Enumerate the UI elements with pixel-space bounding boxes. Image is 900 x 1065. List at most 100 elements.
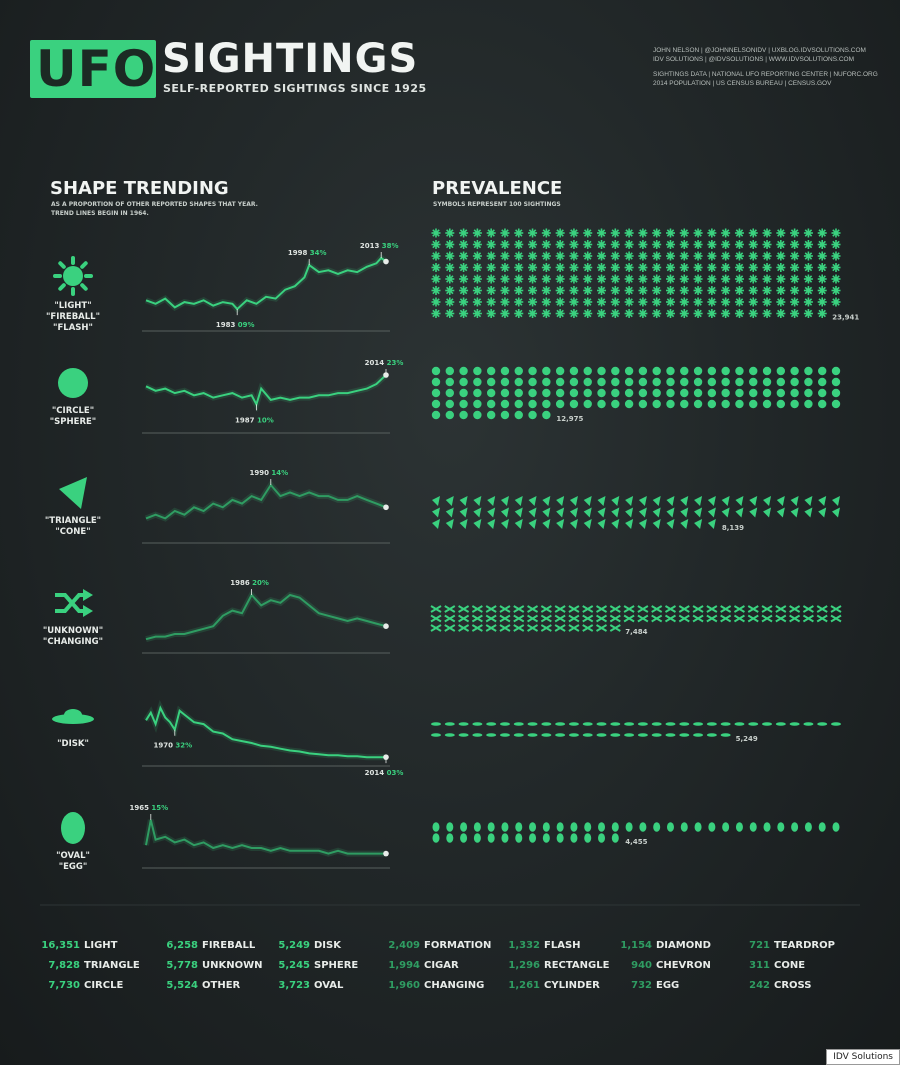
prevalence-symbol — [776, 240, 786, 249]
shape-label: "DISK" — [57, 739, 89, 749]
prevalence-symbol — [721, 507, 730, 518]
prevalence-symbol — [583, 519, 592, 529]
shape-total-label: CYLINDER — [544, 980, 600, 991]
prevalence-symbol — [473, 410, 482, 420]
prevalence-symbol — [611, 496, 620, 506]
prevalence-symbol — [500, 507, 509, 518]
prevalence-symbol — [624, 228, 634, 238]
prevalence-symbol — [831, 388, 841, 398]
prevalence-symbol — [528, 377, 537, 387]
prevalence-symbol — [707, 519, 716, 529]
prevalence-symbol — [679, 228, 689, 238]
prevalence-symbol — [610, 240, 620, 249]
prevalence-symbol — [721, 366, 730, 376]
shape-total-label: CIRCLE — [84, 980, 124, 991]
prevalence-symbol — [804, 399, 813, 409]
prevalence-symbol — [472, 722, 483, 726]
prevalence-symbol — [500, 228, 510, 238]
prevalence-symbols-3 — [430, 605, 842, 632]
prevalence-symbol — [555, 399, 565, 409]
prevalence-symbol — [638, 496, 647, 506]
prevalence-symbol — [569, 286, 579, 295]
prevalence-symbol — [542, 388, 551, 398]
prevalence-symbol — [499, 605, 511, 613]
prevalence-symbol — [706, 722, 717, 726]
prevalence-symbol — [763, 507, 772, 518]
shape-total-label: DIAMOND — [656, 940, 711, 951]
prevalence-symbol — [652, 297, 662, 307]
prevalence-symbol — [720, 722, 731, 726]
prevalence-symbol — [623, 605, 635, 613]
prevalence-symbol — [804, 366, 813, 376]
prevalence-symbol — [680, 399, 689, 409]
shape-total-label: TRIANGLE — [84, 960, 140, 971]
prevalence-symbol — [707, 366, 717, 376]
prevalence-symbol — [598, 822, 606, 832]
prevalence-symbol — [707, 309, 717, 318]
shape-total-cigar: 1,994 CIGAR — [380, 960, 458, 971]
shape-total-oval: 3,723 OVAL — [270, 980, 343, 991]
prevalence-symbol — [431, 228, 441, 238]
prevalence-symbol — [611, 833, 619, 843]
prevalence-symbol — [693, 297, 703, 307]
trend-line — [145, 593, 387, 641]
prevalence-symbol — [569, 366, 579, 376]
prevalence-symbol — [431, 263, 441, 272]
shape-total-label: OTHER — [202, 980, 241, 991]
prevalence-symbol — [486, 309, 496, 318]
shape-total-label: LIGHT — [84, 940, 118, 951]
prevalence-symbol — [762, 228, 772, 238]
prevalence-symbol — [680, 507, 689, 518]
prevalence-count: 23,941 — [832, 314, 859, 322]
prevalence-symbol — [652, 251, 662, 261]
shape-total-disk: 5,249 DISK — [270, 940, 341, 951]
prevalence-symbol — [610, 286, 620, 295]
prevalence-symbol — [707, 251, 717, 261]
prevalence-symbol — [513, 624, 525, 632]
shape-total-count: 7,828 — [48, 960, 80, 971]
prevalence-symbol — [528, 410, 537, 420]
prevalence-symbol — [472, 733, 483, 737]
prevalence-symbol — [459, 309, 469, 318]
prevalence-symbol — [776, 377, 786, 387]
prevalence-symbol — [459, 366, 468, 376]
prevalence-symbol — [761, 605, 773, 613]
shape-label: "OVAL" — [56, 851, 90, 861]
shape-row-1: "CIRCLE""SPHERE" 1987 10% 2014 23% 12,975 — [50, 359, 841, 434]
prevalence-symbol — [693, 377, 703, 387]
prevalence-symbol — [776, 251, 786, 261]
prevalence-symbol — [818, 496, 827, 506]
prevalence-symbol — [831, 399, 841, 409]
prevalence-symbol — [624, 377, 634, 387]
prevalence-symbol — [542, 507, 551, 518]
prevalence-symbol — [638, 366, 648, 376]
annotation-label: 2013 38% — [360, 242, 399, 250]
prevalence-symbol — [735, 366, 744, 376]
shape-total-fireball: 6,258 FIREBALL — [158, 940, 255, 951]
shape-total-label: CHANGING — [424, 980, 485, 991]
prevalence-symbol — [583, 309, 593, 318]
prevalence-symbol — [514, 274, 524, 284]
prevalence-symbol — [624, 388, 634, 398]
annotation-label: 1986 20% — [230, 579, 269, 587]
prevalence-symbol — [666, 366, 675, 376]
prevalence-symbol — [762, 377, 772, 387]
prevalence-symbol — [776, 507, 785, 518]
shape-total-cylinder: 1,261 CYLINDER — [500, 980, 600, 991]
prevalence-symbol — [652, 240, 662, 249]
prevalence-symbol — [596, 624, 608, 632]
prevalence-symbol — [624, 240, 634, 249]
prevalence-symbol — [735, 496, 744, 506]
prevalence-symbol — [487, 496, 496, 506]
prevalence-symbol — [789, 722, 800, 726]
prevalence-symbol — [652, 388, 661, 398]
prevalence-symbol — [707, 507, 716, 518]
prevalence-symbol — [693, 228, 703, 238]
prevalence-symbol — [445, 410, 454, 420]
prevalence-symbol — [762, 263, 772, 272]
prevalence-symbol — [735, 507, 744, 518]
shape-total-count: 5,249 — [278, 940, 310, 951]
shape-total-sphere: 5,245 SPHERE — [270, 960, 358, 971]
circle-icon — [58, 368, 88, 398]
